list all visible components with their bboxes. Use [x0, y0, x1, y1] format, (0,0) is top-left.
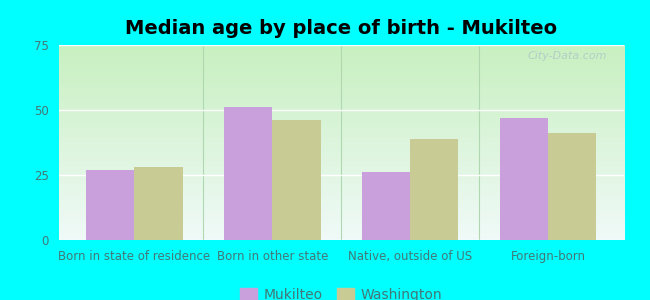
Bar: [135, 167, 183, 240]
Bar: [410, 139, 458, 240]
Bar: [224, 107, 272, 240]
Bar: [362, 172, 410, 240]
Title: Median age by place of birth - Mukilteo: Median age by place of birth - Mukilteo: [125, 19, 557, 38]
Bar: [272, 120, 320, 240]
Bar: [86, 170, 135, 240]
Bar: [548, 134, 597, 240]
Legend: Mukilteo, Washington: Mukilteo, Washington: [235, 282, 448, 300]
Bar: [500, 118, 548, 240]
Text: City-Data.com: City-Data.com: [528, 51, 607, 61]
